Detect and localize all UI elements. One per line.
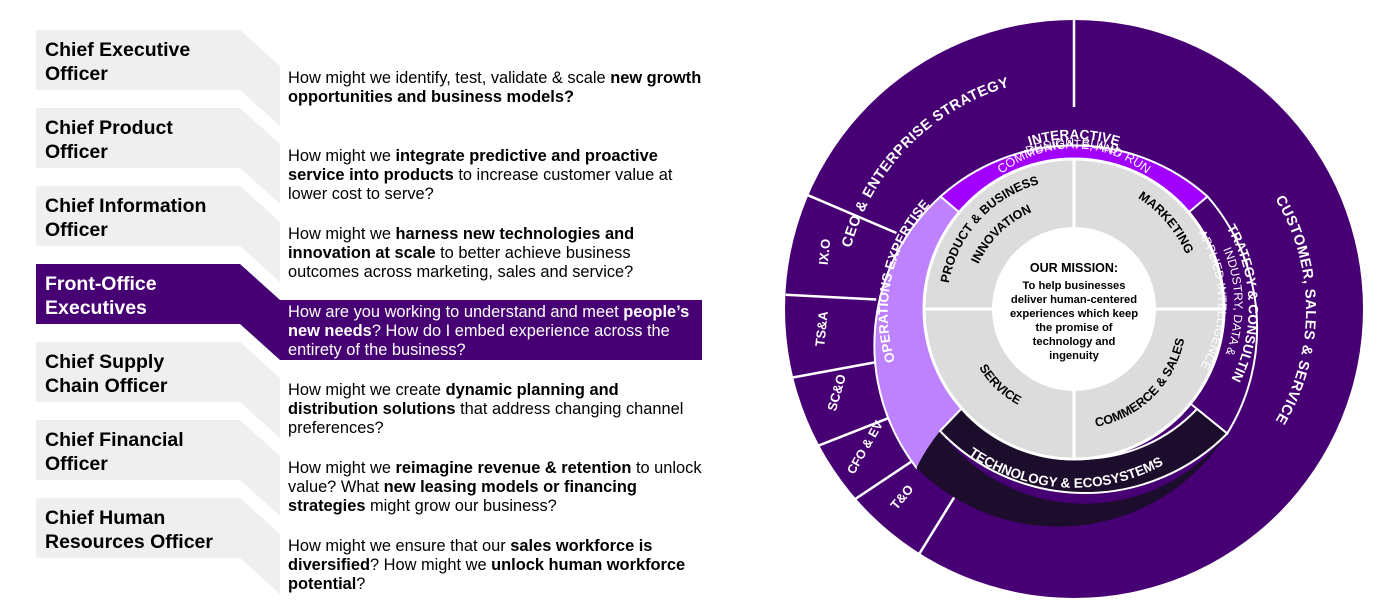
mission-text: To help businesses deliver human-centere… [1010, 280, 1138, 362]
role-box: Chief Executive Officer [36, 30, 240, 90]
question-text: How are you working to understand and me… [288, 303, 702, 360]
role-row: Chief Executive Officer How might we iden… [0, 30, 1393, 126]
mission-circle [992, 227, 1156, 391]
question-text: How might we ensure that our sales workf… [288, 537, 702, 594]
mission-line: ingenuity [1049, 350, 1099, 362]
question-fragment: How might we [288, 225, 396, 243]
mission-line: deliver human-centered [1011, 294, 1137, 306]
question-text: How might we identify, test, validate & … [288, 69, 702, 107]
interactive-title: INTERACTIVE [1026, 127, 1122, 149]
mission-line: experiences which keep [1010, 308, 1138, 320]
role-row: Chief Human Resources Officer How might w… [0, 498, 1393, 594]
question-fragment: might grow our business? [365, 497, 557, 515]
question-emphasis: new leasing models or financing strategi… [288, 478, 637, 515]
technology-segment [916, 431, 1228, 527]
question-fragment: How might we create [288, 381, 446, 399]
role-box: Chief Financial Officer [36, 420, 240, 480]
question-emphasis: new growth opportunities and business mo… [288, 69, 702, 106]
question-fragment: ? [356, 575, 366, 593]
role-row: Chief Financial Officer How might we reim… [0, 420, 1393, 516]
question-text: How might we harness new technologies an… [288, 225, 702, 282]
question-emphasis: unlock human workforce potential [288, 556, 686, 593]
mission-line: technology and [1033, 336, 1116, 348]
question-fragment: ? How might we [370, 556, 492, 574]
role-title: Chief Financial Officer [45, 429, 184, 475]
question-fragment: How are you working to understand and me… [288, 303, 624, 321]
role-row: Chief Information Officer How might we ha… [0, 186, 1393, 282]
question-fragment: How might we [288, 459, 396, 477]
role-box: Chief Information Officer [36, 186, 240, 246]
connector-band [240, 342, 280, 438]
question-emphasis: harness new technologies and innovation … [288, 225, 635, 262]
question-box: How might we integrate predictive and pr… [280, 144, 702, 204]
question-box: How might we identify, test, validate & … [280, 66, 702, 126]
question-fragment: How might we ensure that our [288, 537, 511, 555]
question-box: How might we create dynamic planning and… [280, 378, 702, 438]
question-emphasis: sales workforce is diversified [288, 537, 653, 574]
role-title: Chief Product Officer [45, 117, 173, 163]
role-title: Chief Executive Officer [45, 39, 191, 85]
connector-band [240, 264, 280, 360]
question-fragment: to unlock value? What [288, 459, 702, 496]
question-box: How might we harness new technologies an… [280, 222, 702, 282]
question-box: How are you working to understand and me… [280, 300, 702, 360]
role-row: Chief Supply Chain Officer How might we c… [0, 342, 1393, 438]
role-title: Chief Information Officer [45, 195, 207, 241]
question-fragment: to better achieve business outcomes acro… [288, 244, 634, 281]
role-box: Chief Human Resources Officer [36, 498, 240, 558]
question-fragment: How might we identify, test, validate & … [288, 69, 611, 87]
question-text: How might we integrate predictive and pr… [288, 147, 702, 204]
question-emphasis: integrate predictive and proactive servi… [288, 147, 658, 184]
mission-line: the promise of [1035, 322, 1112, 334]
inner-quadrants [922, 157, 1226, 461]
connector-band [240, 498, 280, 594]
question-emphasis: dynamic planning and distribution soluti… [288, 381, 619, 418]
mission-line: To help businesses [1023, 280, 1126, 292]
connector-band [240, 30, 280, 126]
role-title: Front-Office Executives [45, 273, 157, 319]
question-box: How might we reimagine revenue & retenti… [280, 456, 702, 516]
question-emphasis: reimagine revenue & retention [395, 459, 632, 477]
question-text: How might we create dynamic planning and… [288, 381, 702, 438]
connector-band [240, 108, 280, 204]
question-text: How might we reimagine revenue & retenti… [288, 459, 702, 516]
question-fragment: to increase customer value at lower cost… [288, 166, 673, 203]
question-box: How might we ensure that our sales workf… [280, 534, 702, 594]
segment-tsa-label: TS&A [813, 310, 832, 347]
role-box: Front-Office Executives [36, 264, 240, 324]
question-fragment: ? How do I embed experience across the e… [288, 322, 670, 359]
role-box: Chief Product Officer [36, 108, 240, 168]
question-fragment: How might we [288, 147, 396, 165]
role-title: Chief Supply Chain Officer [45, 351, 168, 397]
capability-wheel: CEO & ENTERPRISE STRATEGY CUSTOMER, SALE… [770, 0, 1363, 598]
role-box: Chief Supply Chain Officer [36, 342, 240, 402]
connector-band [240, 420, 280, 516]
role-row: Front-Office Executives How are you worki… [0, 264, 1393, 360]
question-fragment: that address changing channel preference… [288, 400, 684, 437]
segment-ixo-label: IX.O [816, 238, 834, 265]
connector-band [240, 186, 280, 282]
role-row: Chief Product Officer How might we integr… [0, 108, 1393, 204]
question-emphasis: people’s new needs [288, 303, 690, 340]
mission-title: OUR MISSION: [1030, 261, 1118, 275]
role-title: Chief Human Resources Officer [45, 507, 213, 553]
